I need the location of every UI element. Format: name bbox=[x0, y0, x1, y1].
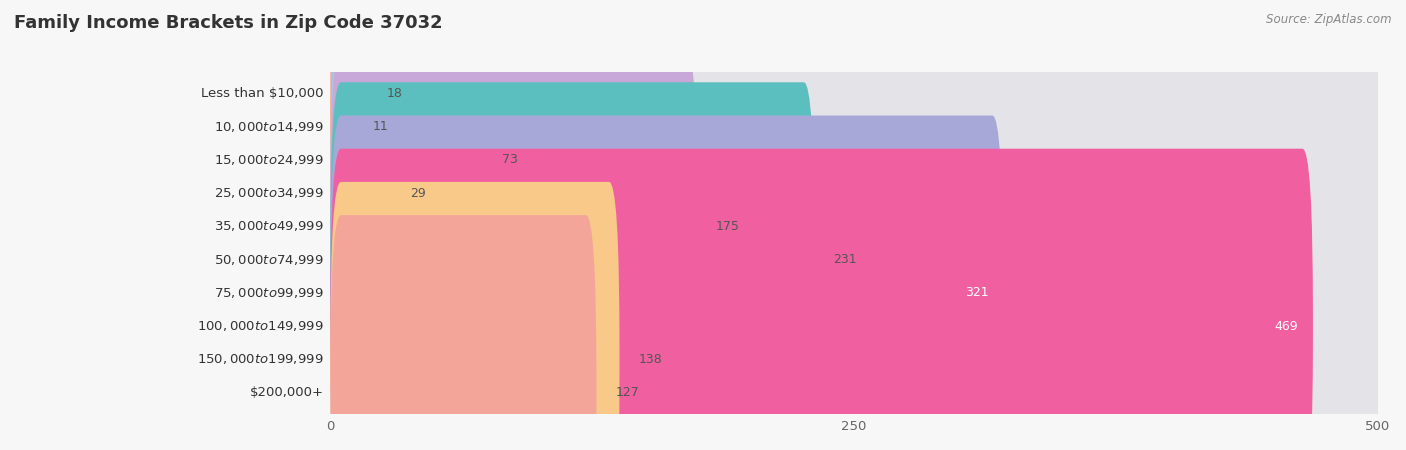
Text: 18: 18 bbox=[387, 87, 404, 100]
FancyBboxPatch shape bbox=[330, 16, 1378, 370]
Text: $100,000 to $149,999: $100,000 to $149,999 bbox=[197, 319, 323, 333]
FancyBboxPatch shape bbox=[330, 148, 1313, 450]
Text: $200,000+: $200,000+ bbox=[250, 386, 323, 399]
FancyBboxPatch shape bbox=[330, 49, 1378, 404]
Text: 231: 231 bbox=[834, 253, 856, 266]
Text: $150,000 to $199,999: $150,000 to $199,999 bbox=[197, 352, 323, 366]
FancyBboxPatch shape bbox=[330, 0, 1378, 338]
FancyBboxPatch shape bbox=[330, 0, 484, 338]
FancyBboxPatch shape bbox=[330, 82, 814, 437]
Text: Family Income Brackets in Zip Code 37032: Family Income Brackets in Zip Code 37032 bbox=[14, 14, 443, 32]
Text: Source: ZipAtlas.com: Source: ZipAtlas.com bbox=[1267, 14, 1392, 27]
Text: Less than $10,000: Less than $10,000 bbox=[201, 87, 323, 100]
FancyBboxPatch shape bbox=[330, 49, 697, 404]
FancyBboxPatch shape bbox=[330, 148, 1378, 450]
Text: 321: 321 bbox=[965, 286, 988, 299]
Text: 127: 127 bbox=[616, 386, 640, 399]
Text: 175: 175 bbox=[716, 220, 740, 233]
FancyBboxPatch shape bbox=[330, 215, 596, 450]
Text: 73: 73 bbox=[502, 153, 517, 166]
Text: 11: 11 bbox=[373, 120, 388, 133]
FancyBboxPatch shape bbox=[330, 182, 620, 450]
Text: 469: 469 bbox=[1275, 320, 1298, 333]
Text: $35,000 to $49,999: $35,000 to $49,999 bbox=[214, 220, 323, 234]
Text: 138: 138 bbox=[638, 353, 662, 366]
FancyBboxPatch shape bbox=[330, 116, 1378, 450]
FancyBboxPatch shape bbox=[330, 16, 391, 370]
Text: $10,000 to $14,999: $10,000 to $14,999 bbox=[214, 120, 323, 134]
Text: $15,000 to $24,999: $15,000 to $24,999 bbox=[214, 153, 323, 167]
FancyBboxPatch shape bbox=[330, 0, 1378, 271]
Text: 29: 29 bbox=[411, 187, 426, 200]
FancyBboxPatch shape bbox=[330, 0, 368, 271]
FancyBboxPatch shape bbox=[330, 0, 353, 304]
FancyBboxPatch shape bbox=[330, 0, 1378, 304]
FancyBboxPatch shape bbox=[330, 215, 1378, 450]
FancyBboxPatch shape bbox=[330, 182, 1378, 450]
FancyBboxPatch shape bbox=[330, 82, 1378, 437]
Text: $50,000 to $74,999: $50,000 to $74,999 bbox=[214, 252, 323, 266]
FancyBboxPatch shape bbox=[330, 116, 1002, 450]
Text: $75,000 to $99,999: $75,000 to $99,999 bbox=[214, 286, 323, 300]
Text: $25,000 to $34,999: $25,000 to $34,999 bbox=[214, 186, 323, 200]
